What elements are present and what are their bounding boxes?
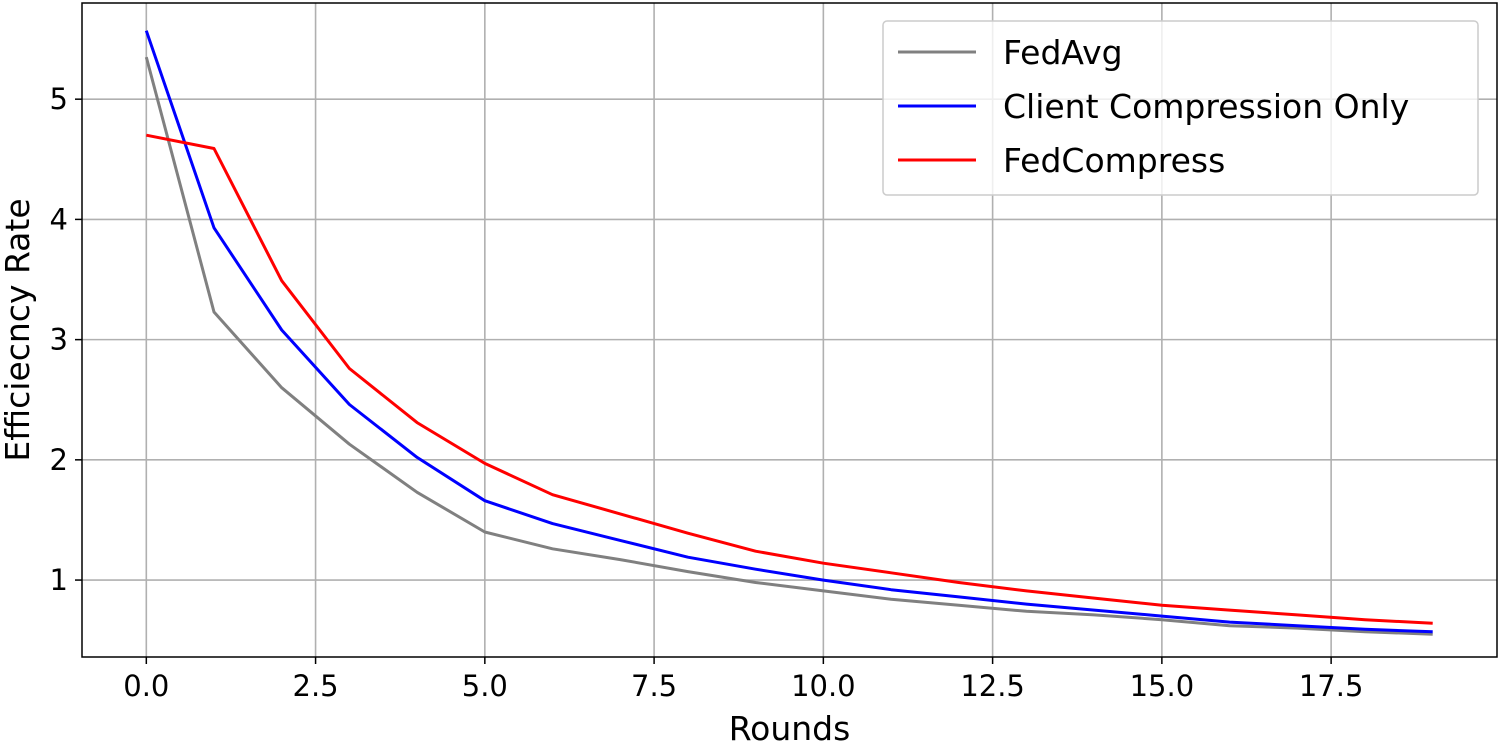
legend-label-1: Client Compression Only — [1003, 87, 1409, 126]
series-line-1 — [144, 30, 1433, 634]
x-tick-label: 17.5 — [1299, 669, 1364, 703]
x-tick-label: 0.0 — [123, 669, 169, 703]
x-tick-label: 12.5 — [960, 669, 1025, 703]
y-tick-label: 5 — [50, 82, 68, 116]
legend-box — [882, 20, 1479, 196]
y-axis: 1 2 3 4 5 — [50, 82, 82, 597]
series-line-0 — [144, 56, 1433, 636]
legend-label-0: FedAvg — [1003, 33, 1123, 72]
series-line-2 — [146, 133, 1433, 625]
y-tick-label: 1 — [50, 563, 68, 597]
y-tick-label: 3 — [50, 323, 68, 357]
legend-label-2: FedCompress — [1003, 141, 1225, 180]
x-tick-label: 15.0 — [1130, 669, 1195, 703]
legend: FedAvg Client Compression Only FedCompress — [882, 20, 1479, 196]
x-tick-label: 2.5 — [293, 669, 339, 703]
plot-area-frame — [81, 2, 1498, 658]
y-tick-label: 2 — [50, 443, 68, 477]
x-axis: 0.0 2.5 5.0 7.5 10.0 12.5 15.0 17.5 — [123, 657, 1363, 703]
x-tick-label: 10.0 — [791, 669, 856, 703]
y-axis-label: Efficiecncy Rate — [0, 198, 37, 461]
x-axis-label: Rounds — [729, 709, 851, 748]
series-lines — [144, 30, 1433, 636]
x-tick-label: 7.5 — [631, 669, 677, 703]
x-tick-label: 5.0 — [462, 669, 508, 703]
y-tick-label: 4 — [50, 202, 68, 236]
